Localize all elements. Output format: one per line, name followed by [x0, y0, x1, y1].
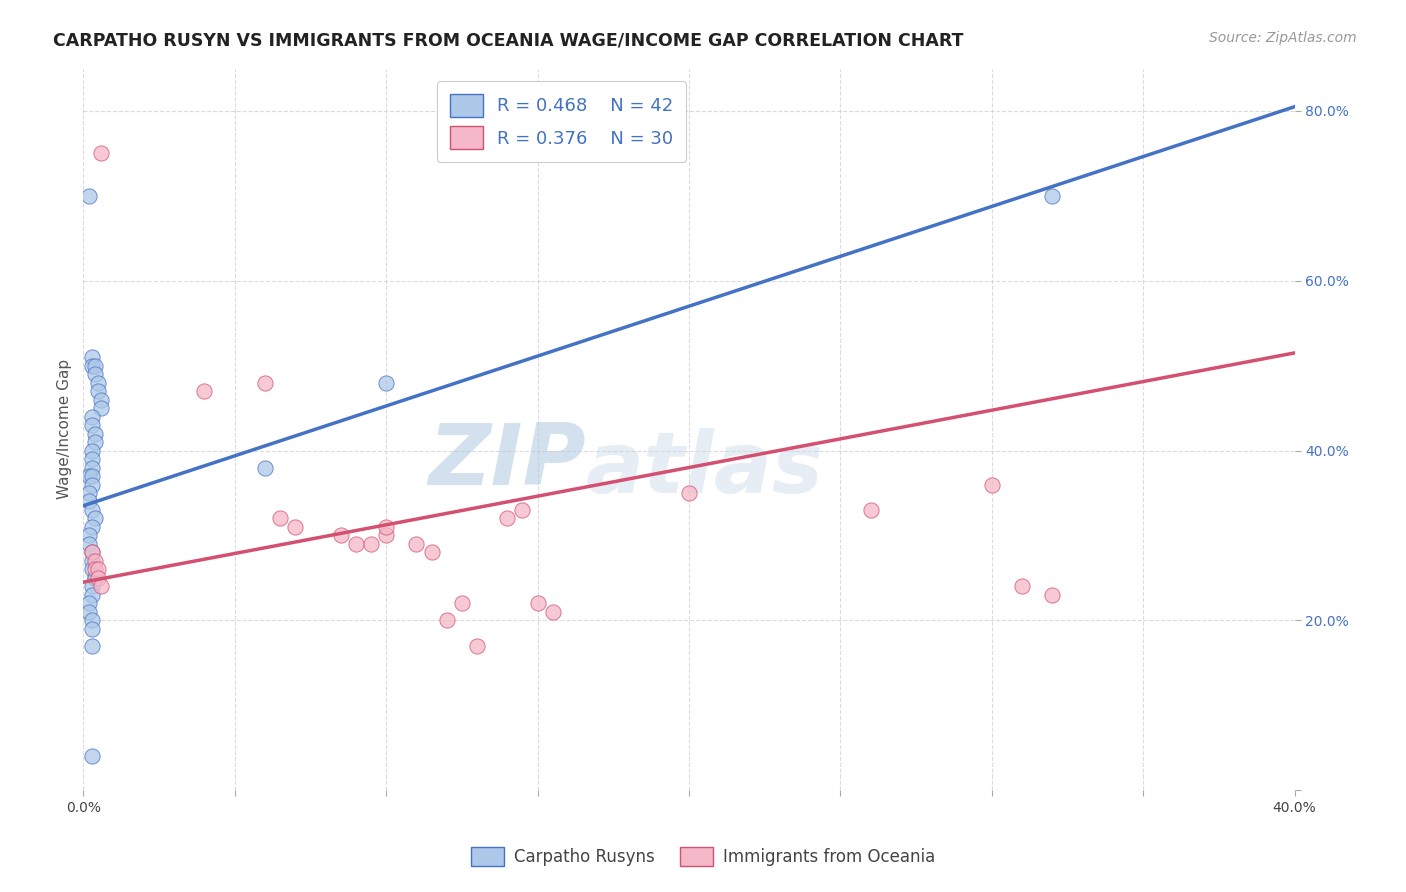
Point: [1040, 189, 1063, 203]
Point: [269, 511, 291, 525]
Point: [1040, 588, 1063, 602]
Point: [90, 392, 112, 407]
Point: [84, 562, 107, 576]
Point: [82, 503, 104, 517]
Point: [1011, 579, 1033, 593]
Point: [84, 554, 107, 568]
Point: [79, 494, 101, 508]
Point: [541, 605, 564, 619]
Point: [87, 384, 110, 398]
Point: [82, 562, 104, 576]
Point: [82, 443, 104, 458]
Point: [496, 511, 519, 525]
Point: [90, 579, 112, 593]
Point: [859, 503, 882, 517]
Point: [82, 460, 104, 475]
Point: [284, 520, 307, 534]
Point: [84, 426, 107, 441]
Point: [82, 613, 104, 627]
Point: [87, 376, 110, 390]
Point: [193, 384, 215, 398]
Point: [84, 367, 107, 381]
Point: [375, 520, 398, 534]
Point: [82, 639, 104, 653]
Point: [82, 545, 104, 559]
Point: [329, 528, 352, 542]
Point: [980, 477, 1002, 491]
Point: [82, 588, 104, 602]
Point: [526, 596, 548, 610]
Point: [82, 359, 104, 373]
Legend: Carpatho Rusyns, Immigrants from Oceania: Carpatho Rusyns, Immigrants from Oceania: [464, 840, 942, 873]
Point: [82, 452, 104, 467]
Point: [375, 376, 398, 390]
Point: [405, 537, 427, 551]
Legend: R = 0.468    N = 42, R = 0.376    N = 30: R = 0.468 N = 42, R = 0.376 N = 30: [437, 81, 686, 161]
Point: [450, 596, 472, 610]
Point: [436, 613, 458, 627]
Point: [344, 537, 367, 551]
Point: [90, 146, 112, 161]
Point: [375, 528, 398, 542]
Text: atlas: atlas: [586, 427, 824, 510]
Point: [82, 579, 104, 593]
Point: [82, 554, 104, 568]
Text: ZIP: ZIP: [429, 420, 586, 503]
Point: [87, 571, 110, 585]
Text: CARPATHO RUSYN VS IMMIGRANTS FROM OCEANIA WAGE/INCOME GAP CORRELATION CHART: CARPATHO RUSYN VS IMMIGRANTS FROM OCEANI…: [53, 31, 965, 49]
Point: [82, 409, 104, 424]
Point: [87, 562, 110, 576]
Point: [82, 749, 104, 764]
Point: [82, 469, 104, 483]
Point: [420, 545, 443, 559]
Point: [84, 359, 107, 373]
Point: [82, 545, 104, 559]
Point: [82, 520, 104, 534]
Point: [79, 596, 101, 610]
Point: [512, 503, 534, 517]
Point: [84, 571, 107, 585]
Point: [79, 189, 101, 203]
Point: [678, 486, 700, 500]
Point: [82, 622, 104, 636]
Point: [82, 418, 104, 433]
Point: [253, 376, 276, 390]
Point: [84, 435, 107, 450]
Point: [79, 528, 101, 542]
Point: [360, 537, 382, 551]
Point: [79, 486, 101, 500]
Point: [84, 511, 107, 525]
Point: [82, 477, 104, 491]
Point: [253, 460, 276, 475]
Point: [82, 350, 104, 364]
Point: [84, 571, 107, 585]
Point: [79, 605, 101, 619]
Text: Source: ZipAtlas.com: Source: ZipAtlas.com: [1209, 31, 1357, 45]
Point: [79, 537, 101, 551]
Point: [79, 469, 101, 483]
Point: [90, 401, 112, 416]
Point: [465, 639, 488, 653]
Y-axis label: Wage/Income Gap: Wage/Income Gap: [58, 359, 72, 500]
